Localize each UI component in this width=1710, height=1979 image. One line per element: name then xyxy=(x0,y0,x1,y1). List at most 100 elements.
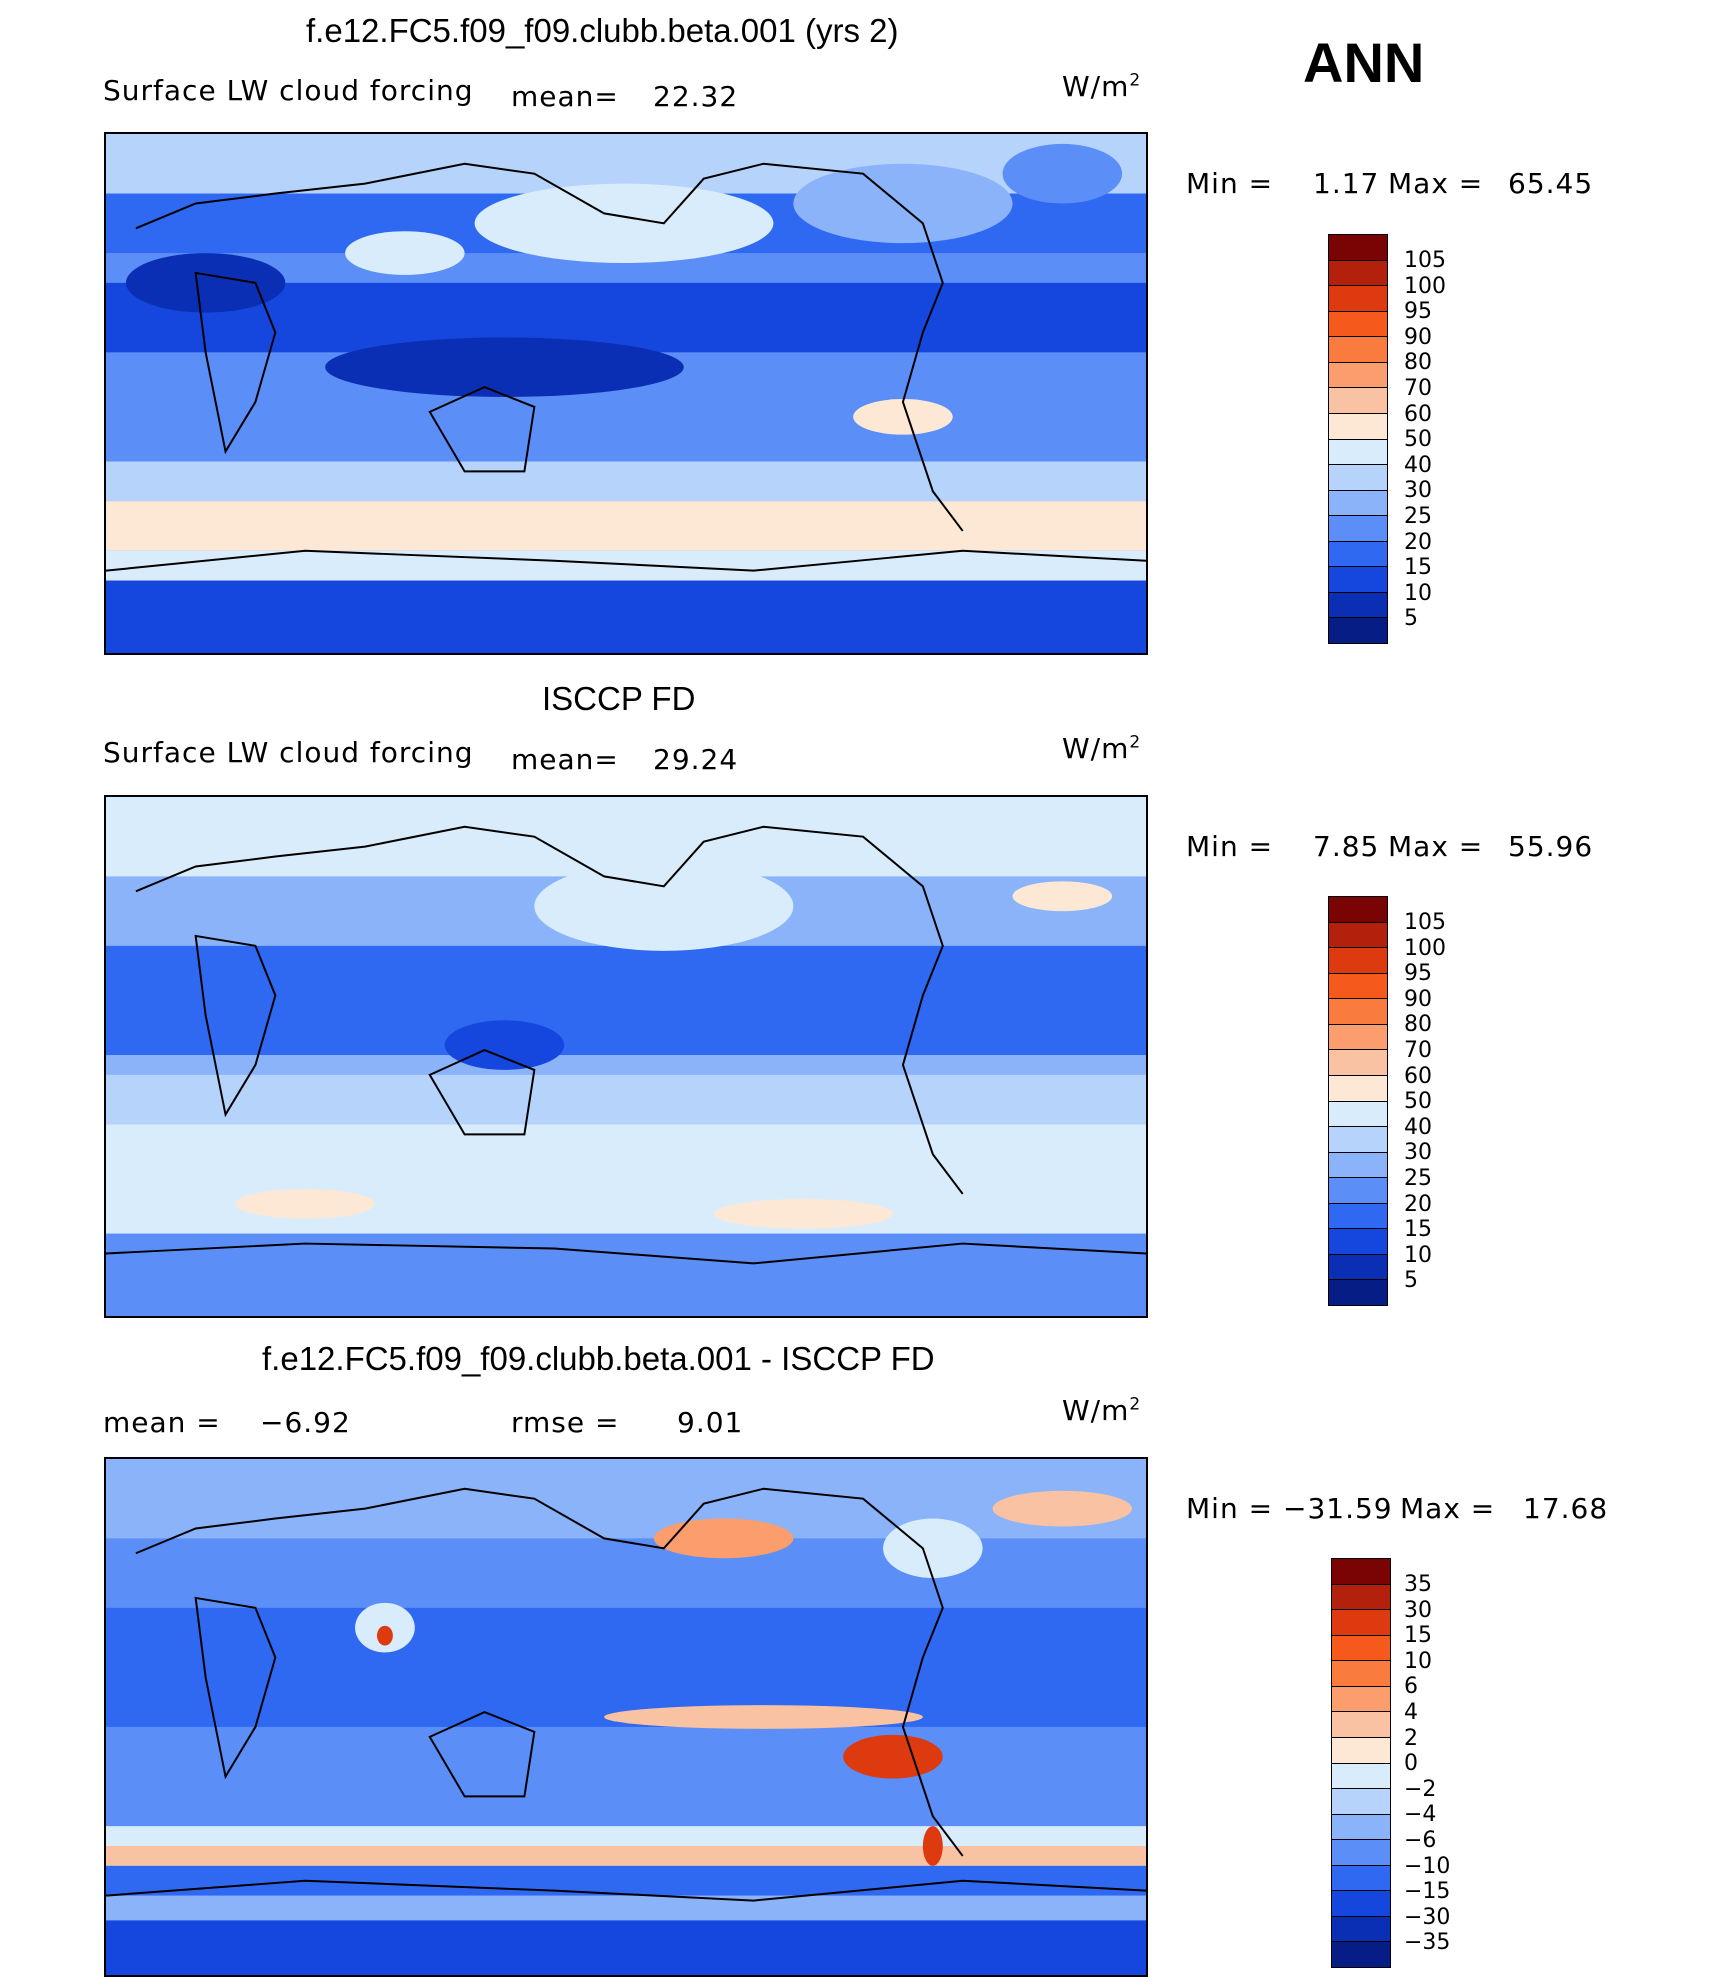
panel2-min-value: 7.85 xyxy=(1313,830,1380,863)
colorbar-swatch xyxy=(1329,922,1387,949)
panel3-max-value: 17.68 xyxy=(1523,1492,1609,1525)
colorbar-swatch xyxy=(1329,999,1387,1025)
colorbar-swatch xyxy=(1332,1916,1390,1943)
panel1-title: f.e12.FC5.f09_f09.clubb.beta.001 (yrs 2) xyxy=(306,12,899,49)
blob xyxy=(883,1518,983,1579)
colorbar-swatch xyxy=(1329,235,1387,261)
colorbar-tick-label: 5 xyxy=(1404,1268,1418,1294)
colorbar-tick-label: 30 xyxy=(1404,478,1432,504)
blob xyxy=(376,1625,393,1646)
colorbar-tick-label: 25 xyxy=(1404,1165,1432,1191)
panel3-rmse-label: rmse = xyxy=(511,1406,620,1439)
band xyxy=(106,282,1146,353)
colorbar-swatch xyxy=(1329,286,1387,312)
colorbar-swatch xyxy=(1332,1661,1390,1687)
blob xyxy=(843,1734,943,1779)
colorbar-swatch xyxy=(1329,362,1387,389)
colorbar-tick-label: 6 xyxy=(1404,1674,1418,1700)
panel1-max-value: 65.45 xyxy=(1508,167,1594,200)
band xyxy=(106,1920,1146,1975)
panel1-mean-label: mean= xyxy=(511,80,619,113)
colorbar-tick-label: 90 xyxy=(1404,986,1432,1012)
colorbar-swatch xyxy=(1329,1280,1387,1305)
colorbar-swatch xyxy=(1332,1712,1390,1738)
colorbar-tick-label: 5 xyxy=(1404,606,1418,632)
colorbar-swatch xyxy=(1329,490,1387,517)
colorbar-swatch xyxy=(1332,1942,1390,1967)
coastline xyxy=(194,1596,277,1780)
colorbar-tick-label: 10 xyxy=(1404,1648,1432,1674)
panel3-title: f.e12.FC5.f09_f09.clubb.beta.001 - ISCCP… xyxy=(262,1340,935,1377)
panel1-max-label: Max = xyxy=(1388,167,1484,200)
panel1-units: W/m2 xyxy=(1062,70,1141,103)
blob xyxy=(1012,881,1113,912)
colorbar-swatch xyxy=(1332,1840,1390,1866)
blob xyxy=(992,1490,1133,1527)
panel2-max-label: Max = xyxy=(1388,830,1484,863)
blob xyxy=(325,337,684,397)
panel3-max-label: Max = xyxy=(1400,1492,1496,1525)
colorbar-swatch xyxy=(1329,567,1387,593)
colorbar-swatch xyxy=(1329,592,1387,619)
colorbar-swatch xyxy=(1329,516,1387,542)
band xyxy=(106,1074,1146,1125)
colorbar-tick-label: 4 xyxy=(1404,1699,1418,1725)
panel1-min-label: Min = xyxy=(1186,167,1274,200)
blob xyxy=(1002,143,1123,204)
band xyxy=(106,1233,1146,1316)
coastline xyxy=(428,1710,536,1798)
band xyxy=(106,1865,1146,1896)
panel2-colorbar xyxy=(1328,896,1388,1306)
panel2-mean-label: mean= xyxy=(511,743,619,776)
colorbar-swatch xyxy=(1329,541,1387,568)
panel3-colorbar xyxy=(1331,1558,1391,1968)
band xyxy=(106,501,1146,551)
colorbar-swatch xyxy=(1332,1686,1390,1713)
panel2-mean-value: 29.24 xyxy=(653,743,739,776)
coastline xyxy=(135,1487,964,1857)
coastline xyxy=(194,934,277,1118)
colorbar-tick-label: −4 xyxy=(1404,1802,1437,1828)
colorbar-tick-label: 50 xyxy=(1404,1089,1432,1115)
panel2-title: ISCCP FD xyxy=(542,680,696,717)
coastline xyxy=(106,1242,1146,1265)
blob xyxy=(534,861,794,951)
panel2-variable: Surface LW cloud forcing xyxy=(103,736,474,769)
blob xyxy=(125,253,286,313)
colorbar-tick-label: 40 xyxy=(1404,1114,1432,1140)
band xyxy=(106,1846,1146,1866)
colorbar-tick-label: 40 xyxy=(1404,452,1432,478)
colorbar-tick-label: 30 xyxy=(1404,1597,1432,1623)
band xyxy=(106,580,1146,653)
units-exp: 2 xyxy=(1129,1394,1142,1415)
colorbar-tick-label: 95 xyxy=(1404,961,1432,987)
colorbar-swatch xyxy=(1329,1024,1387,1051)
coastline xyxy=(428,385,536,473)
panel3-colorbar-ticks: 35 30 15 10 6 4 2 0 −2 −4 −6 −10 −15 −30 −35 xyxy=(1404,1572,1450,1956)
colorbar-tick-label: 15 xyxy=(1404,1217,1432,1243)
coastline xyxy=(194,271,277,455)
panel2-units: W/m2 xyxy=(1062,732,1141,765)
coastline xyxy=(106,1879,1146,1902)
band xyxy=(106,1895,1146,1921)
panel3-min-value: −31.59 xyxy=(1283,1492,1393,1525)
blob xyxy=(345,231,465,275)
colorbar-tick-label: −15 xyxy=(1404,1879,1451,1905)
colorbar-tick-label: 60 xyxy=(1404,401,1432,427)
panel3-map xyxy=(104,1457,1148,1977)
colorbar-tick-label: 10 xyxy=(1404,1242,1432,1268)
colorbar-tick-label: 80 xyxy=(1404,1012,1432,1038)
colorbar-swatch xyxy=(1329,973,1387,1000)
band xyxy=(106,797,1146,877)
band xyxy=(106,1459,1146,1539)
colorbar-swatch xyxy=(1332,1789,1390,1815)
colorbar-swatch xyxy=(1329,465,1387,491)
colorbar-swatch xyxy=(1332,1814,1390,1841)
band xyxy=(106,461,1146,502)
panel2-min-label: Min = xyxy=(1186,830,1274,863)
panel2-max-value: 55.96 xyxy=(1508,830,1594,863)
colorbar-tick-label: 25 xyxy=(1404,503,1432,529)
colorbar-tick-label: −35 xyxy=(1404,1930,1451,1956)
colorbar-tick-label: 15 xyxy=(1404,555,1432,581)
panel1-colorbar xyxy=(1328,234,1388,644)
